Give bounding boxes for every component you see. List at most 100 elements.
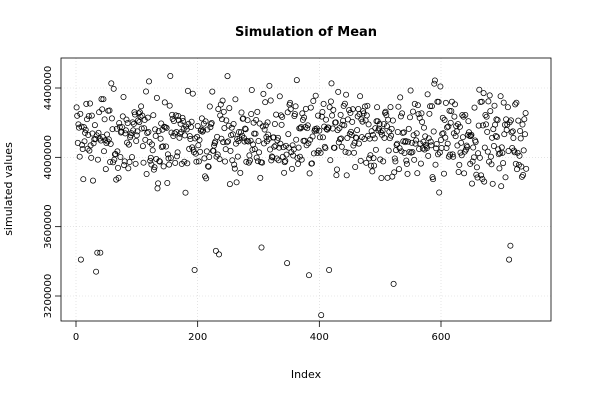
data-point xyxy=(248,87,255,93)
data-point xyxy=(514,149,521,156)
data-point xyxy=(333,172,340,179)
data-point xyxy=(413,137,420,144)
data-point xyxy=(174,153,180,160)
y-tick-label: 4000000 xyxy=(43,135,54,180)
data-point xyxy=(195,142,202,149)
data-point xyxy=(371,135,378,142)
data-point xyxy=(397,94,404,101)
data-point xyxy=(461,170,468,177)
data-point xyxy=(409,149,416,155)
data-point xyxy=(356,111,363,118)
data-point xyxy=(508,129,515,136)
data-point xyxy=(315,112,322,119)
data-point xyxy=(497,150,503,157)
data-point xyxy=(457,149,464,156)
data-point xyxy=(235,138,242,145)
data-point xyxy=(172,112,179,119)
data-point xyxy=(186,145,193,152)
data-point xyxy=(349,106,356,113)
data-point xyxy=(348,128,354,135)
data-point xyxy=(108,115,115,122)
data-point xyxy=(216,251,222,258)
data-point xyxy=(270,134,277,141)
data-point xyxy=(433,141,440,147)
data-point xyxy=(478,98,485,105)
data-point xyxy=(164,151,171,158)
data-point xyxy=(424,145,430,151)
data-point xyxy=(152,132,159,139)
data-point xyxy=(442,99,449,106)
data-point xyxy=(193,158,200,165)
data-point xyxy=(222,146,229,153)
data-point xyxy=(399,110,406,117)
data-point xyxy=(405,138,412,145)
data-point xyxy=(144,130,151,136)
data-point xyxy=(223,139,230,146)
data-point xyxy=(121,158,128,165)
data-point xyxy=(414,102,421,109)
data-point xyxy=(252,130,259,137)
data-point xyxy=(310,150,317,157)
data-point xyxy=(464,144,471,151)
data-point xyxy=(481,144,488,151)
data-point xyxy=(391,169,398,176)
data-point xyxy=(275,134,281,141)
data-point xyxy=(128,130,135,137)
data-point xyxy=(471,104,478,111)
data-point xyxy=(497,93,504,100)
data-point xyxy=(246,152,253,159)
data-point xyxy=(305,140,312,147)
data-point xyxy=(166,161,173,168)
data-point xyxy=(402,138,409,144)
data-point xyxy=(151,164,158,171)
data-point xyxy=(278,112,284,119)
data-point xyxy=(107,140,114,147)
data-point xyxy=(115,164,121,171)
data-point xyxy=(388,132,395,139)
data-point xyxy=(363,159,370,166)
data-point xyxy=(134,128,141,135)
data-point xyxy=(520,147,527,154)
data-point xyxy=(265,131,272,138)
data-point xyxy=(405,125,412,132)
data-point xyxy=(504,104,511,111)
data-point xyxy=(427,138,434,145)
data-point xyxy=(343,172,350,179)
data-point xyxy=(232,96,239,103)
data-point xyxy=(262,122,269,129)
data-point xyxy=(459,134,466,141)
data-point xyxy=(390,280,397,287)
data-point xyxy=(496,165,503,172)
data-point xyxy=(278,121,285,128)
data-point xyxy=(73,104,80,111)
data-point xyxy=(417,160,424,167)
data-point xyxy=(475,122,482,129)
data-point xyxy=(95,129,102,136)
data-point xyxy=(231,161,238,168)
data-point xyxy=(331,144,338,151)
data-point xyxy=(425,152,432,159)
data-point xyxy=(488,161,495,168)
data-point xyxy=(88,154,95,161)
data-point xyxy=(192,135,199,142)
data-point xyxy=(208,120,215,126)
data-point xyxy=(160,163,167,170)
data-point xyxy=(100,96,107,103)
data-point xyxy=(226,105,233,112)
data-point xyxy=(374,104,381,111)
data-point xyxy=(267,97,274,104)
data-point xyxy=(334,127,341,134)
data-point xyxy=(303,142,310,149)
data-point xyxy=(335,88,342,95)
data-point xyxy=(247,157,253,164)
data-point xyxy=(227,147,234,154)
data-point xyxy=(377,156,384,163)
data-point xyxy=(101,148,107,155)
data-point xyxy=(450,130,457,137)
data-point xyxy=(458,152,465,159)
data-points xyxy=(73,73,530,319)
x-tick-label: 200 xyxy=(188,332,207,343)
data-point xyxy=(277,140,284,147)
data-point xyxy=(357,93,364,100)
